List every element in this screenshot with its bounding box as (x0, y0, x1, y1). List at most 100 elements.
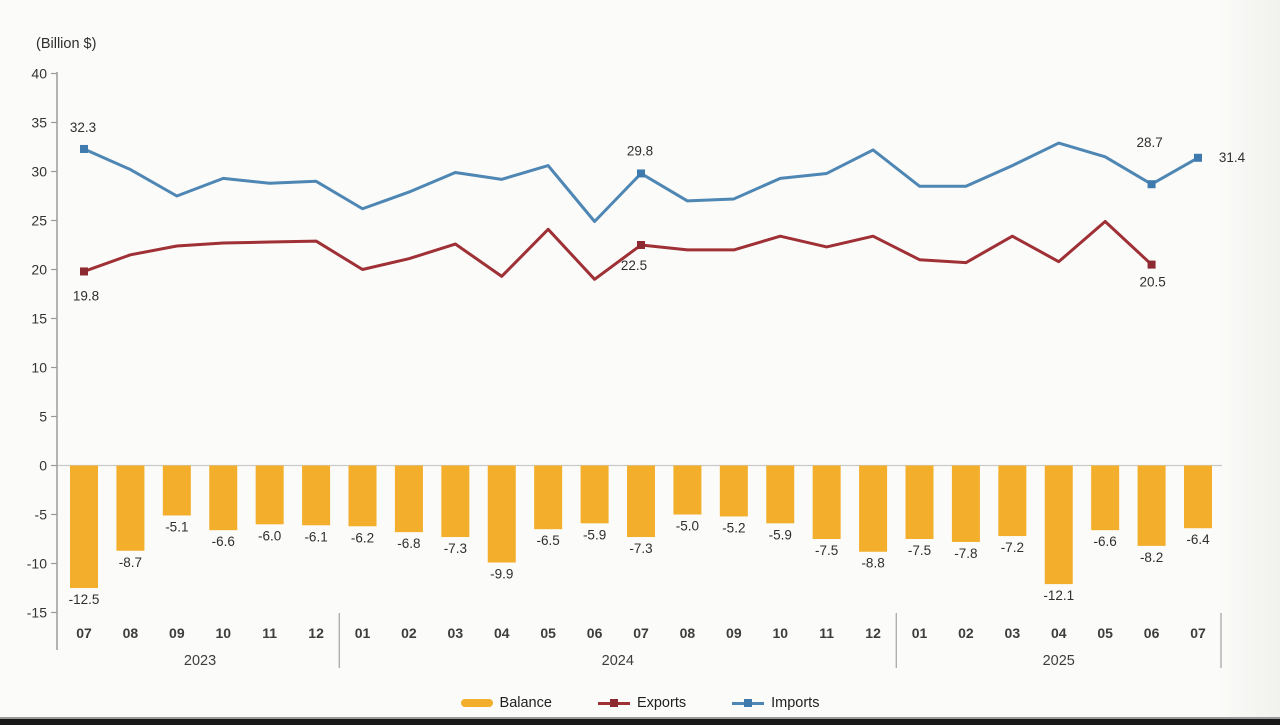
exports-point-label: 20.5 (1139, 275, 1165, 290)
balance-bar-value: -5.0 (676, 519, 699, 534)
x-month-label: 01 (912, 625, 928, 641)
balance-bar (812, 465, 841, 539)
x-year-label: 2023 (184, 653, 216, 669)
balance-bar-value: -5.9 (583, 527, 606, 542)
balance-bar-value: -5.9 (769, 527, 792, 542)
x-month-label: 03 (1005, 625, 1021, 641)
legend-item-exports: Exports (597, 695, 686, 711)
y-tick-label: -5 (35, 507, 48, 523)
legend-label-balance: Balance (499, 695, 552, 711)
balance-bar (487, 465, 516, 563)
balance-bar (209, 465, 238, 531)
imports-point-label: 29.8 (627, 143, 653, 158)
y-tick-label: 0 (39, 458, 47, 474)
balance-bar-value: -7.3 (444, 541, 467, 556)
x-month-label: 08 (680, 625, 696, 641)
exports-line (82, 219, 1154, 281)
exports-point-label: 22.5 (621, 258, 647, 273)
balance-bar (116, 465, 145, 551)
balance-bar-value: -6.0 (258, 528, 281, 543)
balance-bar (998, 465, 1027, 537)
y-tick-label: 5 (39, 409, 47, 425)
balance-bar-value: -6.5 (537, 533, 560, 548)
imports-point-marker (637, 169, 645, 178)
balance-bar-value: -8.2 (1140, 550, 1163, 565)
balance-bar-value: -6.6 (1094, 534, 1117, 549)
balance-bar (766, 465, 795, 524)
y-axis-unit-label: (Billion $) (36, 36, 97, 52)
balance-bar-value: -7.3 (629, 541, 652, 556)
balance-bar-value: -6.8 (397, 536, 420, 551)
x-month-label: 02 (958, 625, 974, 641)
balance-bar (859, 465, 888, 552)
imports-point-marker (80, 144, 88, 153)
imports-point-label: 32.3 (70, 120, 96, 135)
balance-bar (580, 465, 609, 524)
legend-label-imports: Imports (771, 695, 820, 711)
exports-point-marker (1147, 260, 1156, 269)
legend-item-imports: Imports (732, 695, 819, 711)
x-month-label: 12 (308, 625, 324, 641)
balance-bar (348, 465, 377, 527)
balance-bar-value: -9.9 (490, 567, 513, 582)
balance-bar (905, 465, 934, 539)
balance-bar (302, 465, 331, 526)
x-month-label: 08 (123, 625, 139, 641)
balance-bar-value: -5.1 (165, 519, 188, 534)
x-month-label: 09 (169, 625, 185, 641)
balance-bar-value: -12.1 (1043, 588, 1074, 603)
balance-bar-value: -6.4 (1186, 532, 1210, 547)
legend-item-balance: Balance (460, 695, 552, 711)
balance-bar-value: -7.8 (954, 546, 977, 561)
y-tick-label: 40 (31, 66, 47, 82)
balance-bar-value: -7.5 (815, 543, 838, 558)
balance-bar-value: -6.2 (351, 530, 374, 545)
balance-bar-value: -6.6 (212, 534, 235, 549)
balance-bar (255, 465, 284, 525)
balance-bar (951, 465, 980, 542)
x-month-label: 11 (819, 625, 834, 641)
imports-point-marker (1194, 153, 1202, 162)
x-month-label: 10 (772, 625, 788, 641)
x-year-label: 2025 (1043, 653, 1075, 669)
balance-bar (673, 465, 702, 515)
imports-point-label: 31.4 (1219, 150, 1246, 165)
balance-bar-value: -7.5 (908, 543, 931, 558)
y-tick-label: 30 (31, 164, 47, 180)
x-month-label: 05 (540, 625, 556, 641)
y-tick-label: 25 (31, 213, 47, 229)
x-month-label: 03 (448, 625, 464, 641)
x-year-label: 2024 (602, 653, 634, 669)
exports-point-marker (637, 241, 645, 249)
balance-bar (1184, 465, 1212, 529)
balance-bar (719, 465, 748, 517)
x-month-label: 06 (587, 625, 603, 641)
imports-point-label: 28.7 (1136, 135, 1162, 150)
balance-bar (1091, 465, 1120, 531)
x-month-label: 04 (494, 625, 510, 641)
balance-bar-value: -12.5 (69, 592, 100, 607)
balance-bar-value: -8.8 (861, 556, 884, 571)
imports-point-marker (1147, 180, 1156, 189)
x-month-label: 02 (401, 625, 417, 641)
balance-bar (534, 465, 563, 530)
y-tick-label: 20 (31, 262, 47, 278)
balance-bar-value: -5.2 (722, 520, 745, 535)
balance-bar-value: -6.1 (304, 529, 327, 544)
exports-point-label: 19.8 (73, 288, 99, 303)
exports-point-marker (80, 267, 88, 276)
balance-bar-swatch-icon (460, 699, 493, 707)
y-tick-label: 15 (31, 311, 47, 327)
y-tick-label: 10 (31, 360, 47, 376)
exports-line-swatch-icon (597, 699, 630, 708)
x-month-label: 07 (1190, 625, 1206, 641)
balance-bar (394, 465, 423, 533)
balance-bar (1137, 465, 1166, 546)
x-month-label: 12 (865, 625, 881, 641)
x-month-label: 09 (726, 625, 742, 641)
y-tick-label: -15 (27, 605, 47, 621)
balance-bar (1044, 465, 1073, 585)
x-month-label: 07 (633, 625, 649, 641)
balance-bar (627, 465, 655, 538)
